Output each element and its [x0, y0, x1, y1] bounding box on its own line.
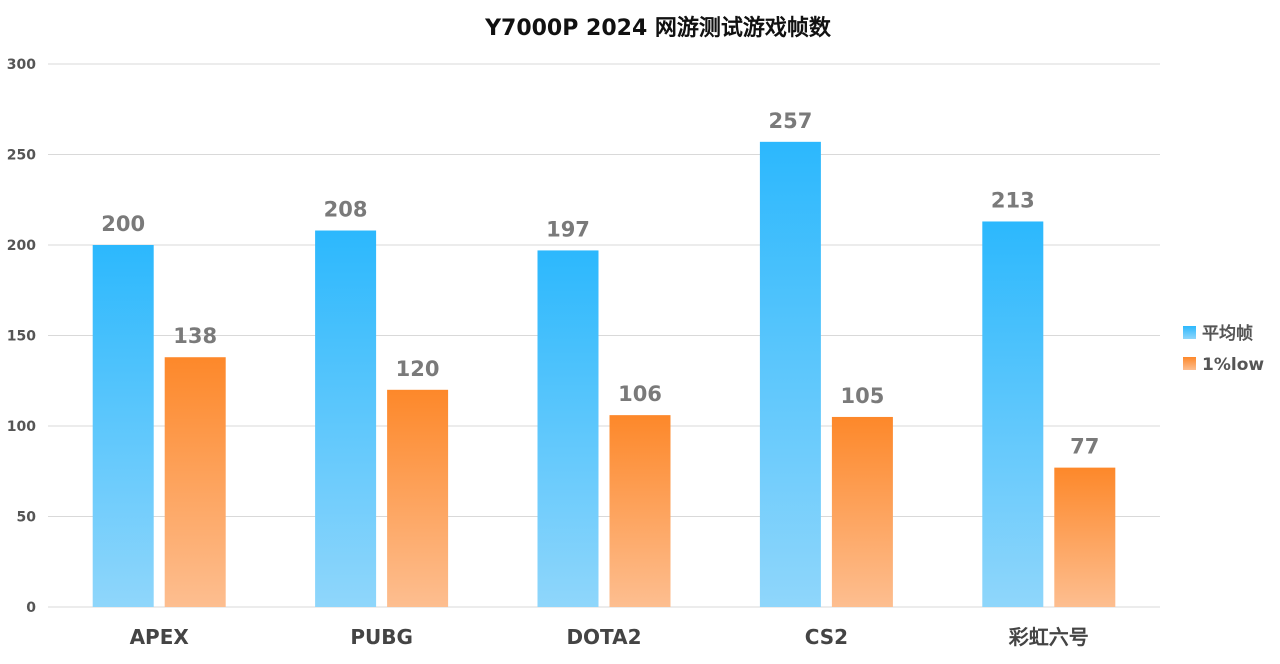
bar-avg-fps — [982, 221, 1044, 607]
y-tick-label: 150 — [7, 329, 36, 345]
legend-swatch — [1183, 326, 1196, 339]
y-tick-label: 0 — [26, 600, 36, 616]
data-label: 257 — [768, 109, 812, 133]
chart-title: Y7000P 2024 网游测试游戏帧数 — [484, 15, 832, 41]
bar-1pct-low — [387, 389, 449, 607]
legend-swatch — [1183, 357, 1196, 370]
bar-1pct-low — [164, 357, 226, 607]
data-label: 208 — [324, 198, 368, 222]
data-label: 120 — [396, 357, 440, 381]
bar-1pct-low — [831, 416, 893, 607]
data-label: 138 — [173, 324, 217, 348]
bar-avg-fps — [759, 141, 821, 607]
y-tick-label: 50 — [17, 510, 37, 526]
data-label: 200 — [101, 212, 145, 236]
data-label: 106 — [618, 382, 662, 406]
y-tick-label: 300 — [7, 57, 36, 73]
data-label: 77 — [1070, 435, 1099, 459]
y-tick-label: 250 — [7, 148, 36, 164]
bar-avg-fps — [315, 230, 377, 607]
x-tick-label: PUBG — [350, 625, 413, 649]
legend-label: 平均帧 — [1202, 323, 1253, 344]
bar-1pct-low — [609, 415, 671, 607]
bar-1pct-low — [1054, 467, 1116, 607]
data-label: 197 — [546, 217, 590, 241]
data-label: 105 — [840, 384, 884, 408]
bar-avg-fps — [92, 245, 154, 607]
y-tick-label: 200 — [7, 238, 36, 254]
x-tick-label: 彩虹六号 — [1008, 625, 1089, 649]
x-tick-label: APEX — [130, 625, 190, 649]
x-tick-label: CS2 — [805, 625, 848, 649]
x-tick-label: DOTA2 — [566, 625, 641, 649]
bar-avg-fps — [537, 250, 599, 607]
legend-label: 1%low — [1202, 355, 1264, 375]
y-tick-label: 100 — [7, 419, 36, 435]
data-label: 213 — [991, 188, 1035, 212]
